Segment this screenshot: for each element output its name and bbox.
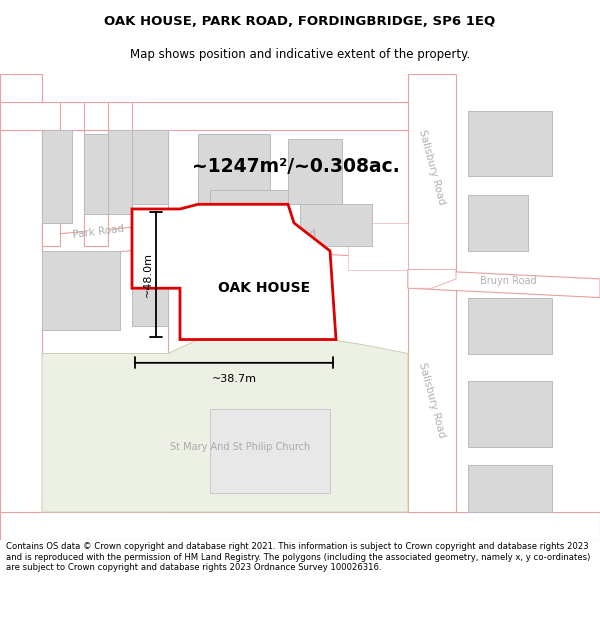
Polygon shape [84,130,108,246]
Text: OAK HOUSE, PARK ROAD, FORDINGBRIDGE, SP6 1EQ: OAK HOUSE, PARK ROAD, FORDINGBRIDGE, SP6… [104,15,496,28]
Text: ~38.7m: ~38.7m [212,374,257,384]
Text: Contains OS data © Crown copyright and database right 2021. This information is : Contains OS data © Crown copyright and d… [6,542,590,572]
Text: Park Road: Park Road [264,229,317,245]
Polygon shape [0,102,408,130]
Polygon shape [468,298,552,354]
Polygon shape [210,190,288,223]
Polygon shape [108,130,132,214]
Text: Map shows position and indicative extent of the property.: Map shows position and indicative extent… [130,48,470,61]
Polygon shape [108,102,132,130]
Text: Park Road: Park Road [72,224,125,241]
Polygon shape [288,139,342,204]
Polygon shape [468,466,552,512]
Polygon shape [468,381,552,447]
Polygon shape [42,251,120,330]
Polygon shape [60,102,84,130]
Polygon shape [300,204,372,246]
Text: Salisbury Road: Salisbury Road [417,361,447,439]
Polygon shape [132,130,168,204]
Polygon shape [408,269,456,288]
Text: Salisbury Road: Salisbury Road [417,128,447,206]
Text: St Mary And St Philip Church: St Mary And St Philip Church [170,442,310,452]
Text: ~1247m²/~0.308ac.: ~1247m²/~0.308ac. [192,158,400,176]
Polygon shape [0,512,600,540]
Polygon shape [468,195,528,251]
Polygon shape [198,134,270,214]
Polygon shape [132,251,168,326]
Polygon shape [132,204,336,339]
Text: Bruyn Road: Bruyn Road [480,276,536,286]
Polygon shape [210,409,330,493]
Polygon shape [132,130,168,246]
Polygon shape [468,111,552,176]
Polygon shape [42,130,60,246]
Polygon shape [408,269,600,298]
Polygon shape [42,339,408,512]
Polygon shape [42,130,72,223]
Text: OAK HOUSE: OAK HOUSE [218,281,310,295]
Polygon shape [408,74,456,540]
Polygon shape [348,223,408,269]
Polygon shape [0,74,42,540]
Polygon shape [84,134,108,214]
Polygon shape [168,246,198,512]
Text: ~48.0m: ~48.0m [143,252,153,297]
Polygon shape [0,223,408,269]
